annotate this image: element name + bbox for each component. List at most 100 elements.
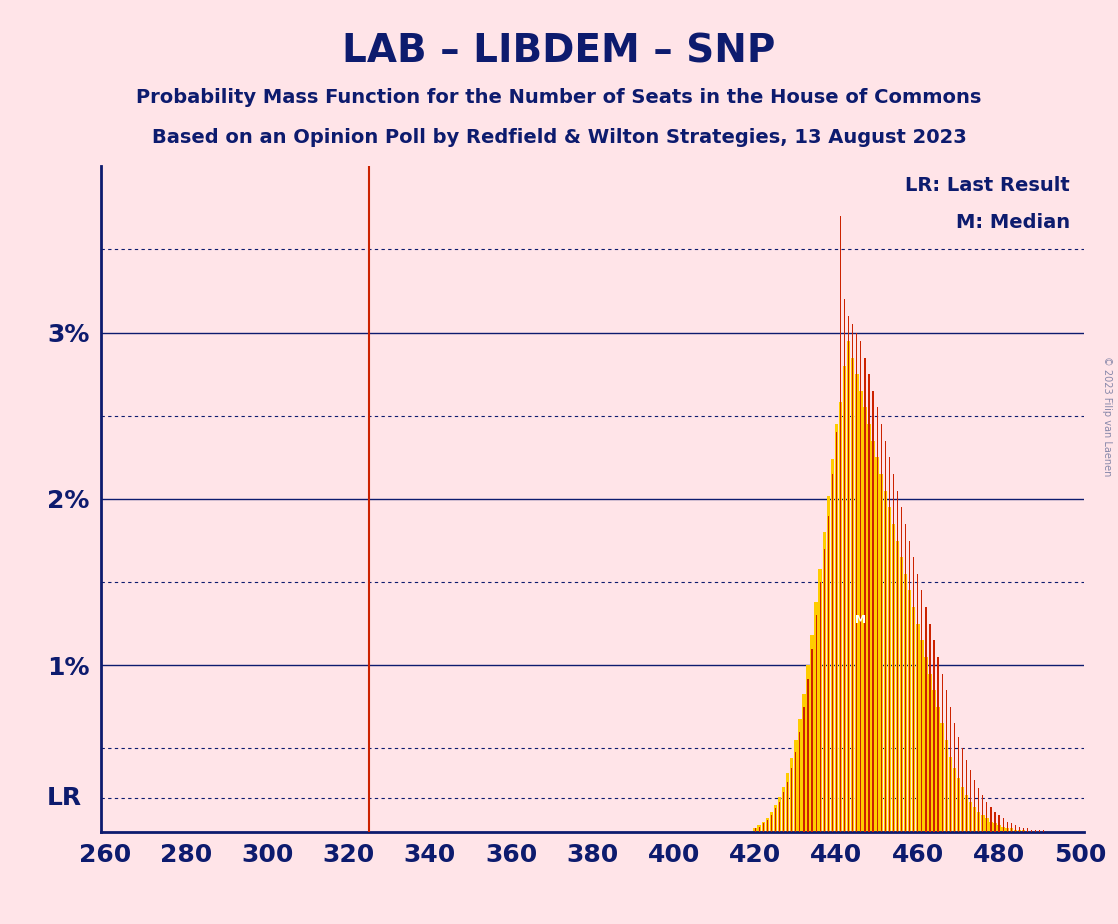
Bar [1014, 830, 1017, 832]
Bar [859, 391, 863, 832]
Bar [920, 640, 923, 832]
Bar [901, 507, 902, 832]
Bar [884, 441, 885, 832]
Bar [769, 811, 774, 832]
Bar [1022, 830, 1025, 832]
Bar [775, 808, 776, 832]
Bar [904, 524, 907, 832]
Bar [815, 615, 817, 832]
Bar [803, 694, 806, 832]
Bar [993, 823, 997, 832]
Bar [812, 649, 813, 832]
Bar [929, 624, 930, 832]
Bar [970, 770, 972, 832]
Bar [908, 590, 911, 832]
Bar [799, 732, 800, 832]
Bar [814, 602, 818, 832]
Bar [844, 299, 845, 832]
Bar [985, 819, 988, 832]
Bar [991, 807, 992, 832]
Bar [883, 491, 887, 832]
Bar [998, 815, 999, 832]
Bar [877, 407, 878, 832]
Bar [1003, 819, 1004, 832]
Bar [1011, 823, 1012, 832]
Bar [807, 678, 808, 832]
Text: LAB – LIBDEM – SNP: LAB – LIBDEM – SNP [342, 32, 776, 70]
Text: LR: Last Result: LR: Last Result [904, 176, 1070, 195]
Bar [875, 457, 879, 832]
Bar [826, 495, 830, 832]
Bar [896, 541, 899, 832]
Text: Based on an Opinion Poll by Redfield & Wilton Strategies, 13 August 2023: Based on an Opinion Poll by Redfield & W… [152, 128, 966, 147]
Bar [897, 491, 898, 832]
Bar [787, 782, 788, 832]
Bar [823, 532, 826, 832]
Bar [836, 432, 837, 832]
Bar [767, 820, 768, 832]
Bar [1027, 828, 1029, 832]
Bar [754, 828, 757, 832]
Bar [774, 805, 777, 832]
Bar [974, 780, 975, 832]
Bar [1023, 828, 1024, 832]
Bar [973, 807, 976, 832]
Bar [954, 723, 955, 832]
Bar [892, 524, 896, 832]
Bar [889, 457, 890, 832]
Bar [1005, 828, 1008, 832]
Bar [978, 788, 979, 832]
Bar [966, 760, 967, 832]
Bar [783, 792, 784, 832]
Bar [868, 424, 871, 832]
Bar [909, 541, 910, 832]
Bar [838, 403, 842, 832]
Bar [766, 819, 769, 832]
Bar [852, 324, 853, 832]
Bar [818, 569, 822, 832]
Bar [953, 769, 956, 832]
Bar [804, 707, 805, 832]
Bar [913, 557, 915, 832]
Bar [824, 549, 825, 832]
Bar [795, 752, 796, 832]
Bar [928, 674, 931, 832]
Bar [794, 740, 797, 832]
Bar [948, 757, 953, 832]
Bar [965, 795, 968, 832]
Text: Probability Mass Function for the Number of Seats in the House of Commons: Probability Mass Function for the Number… [136, 88, 982, 107]
Bar [790, 759, 794, 832]
Bar [982, 815, 985, 832]
Bar [960, 786, 964, 832]
Bar [916, 624, 919, 832]
Bar [1002, 827, 1005, 832]
Bar [1035, 830, 1036, 832]
Bar [997, 825, 1001, 832]
Text: M: Median: M: Median [956, 213, 1070, 232]
Bar [1015, 825, 1016, 832]
Bar [949, 707, 951, 832]
Bar [840, 216, 841, 832]
Bar [851, 358, 854, 832]
Bar [1018, 827, 1020, 832]
Bar [863, 407, 866, 832]
Bar [888, 507, 891, 832]
Bar [758, 825, 761, 832]
Bar [961, 748, 963, 832]
Text: LR: LR [47, 786, 82, 810]
Bar [827, 516, 828, 832]
Bar [1010, 828, 1013, 832]
Bar [903, 574, 908, 832]
Bar [912, 607, 916, 832]
Bar [849, 316, 850, 832]
Bar [1006, 821, 1007, 832]
Bar [881, 424, 882, 832]
Bar [917, 574, 918, 832]
Text: M: M [855, 615, 866, 625]
Bar [847, 341, 851, 832]
Bar [786, 773, 789, 832]
Bar [1031, 830, 1032, 832]
Bar [946, 690, 947, 832]
Bar [811, 636, 814, 832]
Bar [969, 802, 973, 832]
